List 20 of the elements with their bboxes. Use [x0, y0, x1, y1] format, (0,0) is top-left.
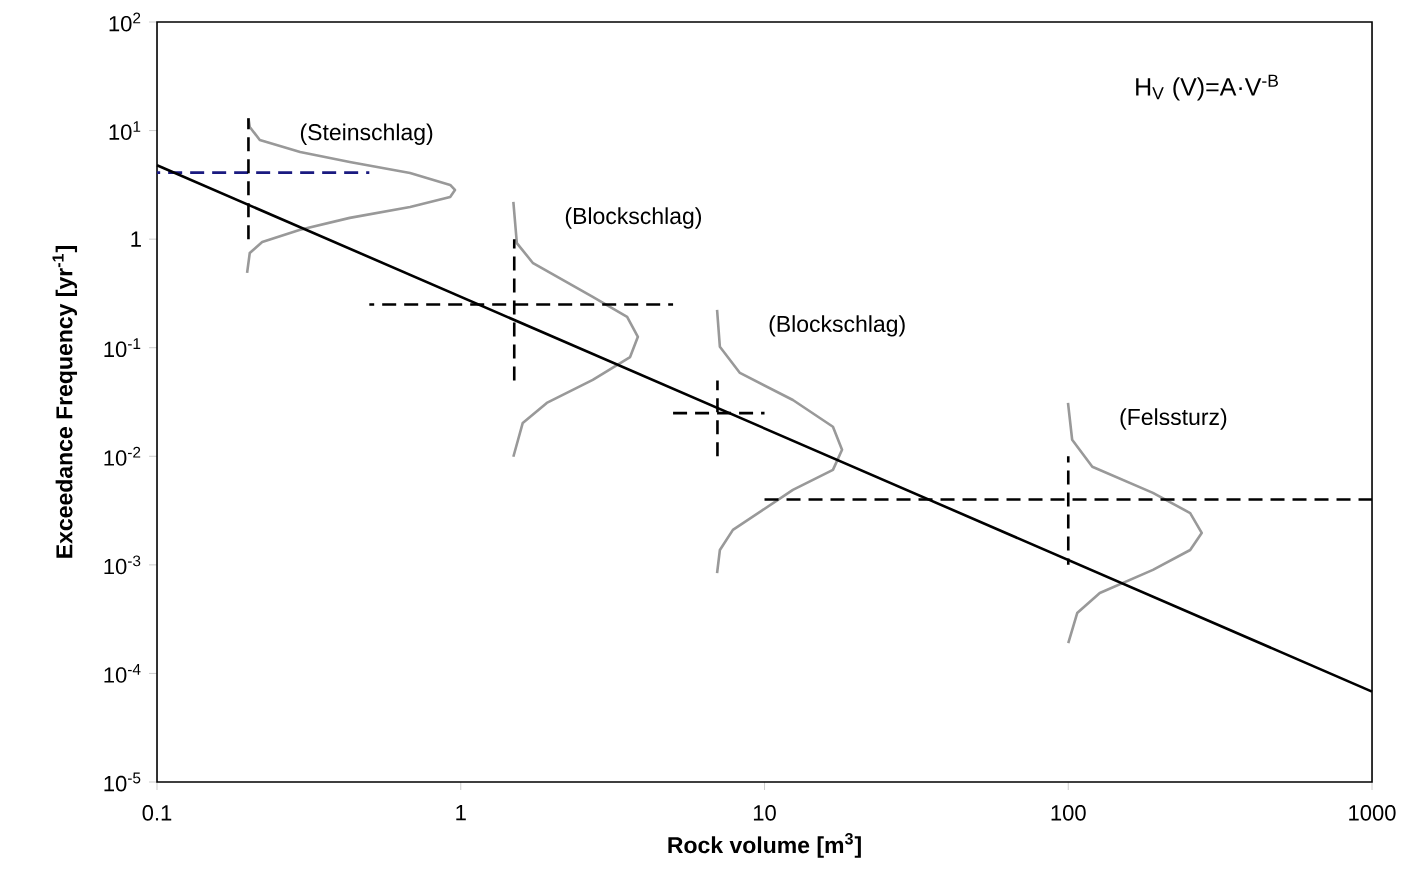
annotation: H$_{V}$ (V)=A·V$^{-B}$: [1136, 74, 1278, 101]
series-label: (Blockschlag): [769, 315, 905, 337]
y-tick-label: 1: [131, 231, 141, 247]
x-axis-title: Rock volume [m$^{3}$]: [668, 833, 861, 858]
text: (Blockschlag): [565, 207, 702, 229]
y-axis-title: Exceedance Frequency [yr$^{-1}$]: [52, 246, 78, 558]
series-label: (Steinschlag): [300, 123, 433, 145]
x-tick-label: 10: [753, 805, 776, 821]
y-tick-label: 10$^{2}$: [109, 12, 141, 32]
y-tick-label: 10$^{1}$: [109, 121, 141, 140]
y-tick-label: 10$^{-3}$: [104, 555, 141, 575]
x-tick-label: 100: [1051, 805, 1086, 821]
x-tick-label: 1000: [1349, 805, 1396, 821]
y-tick-label: 10$^{-5}$: [104, 772, 141, 792]
y-tick-label: 10$^{-1}$: [104, 338, 141, 358]
x-tick-label: 1: [456, 805, 466, 821]
y-tick-label: 10$^{-2}$: [104, 446, 141, 466]
x-tick-label: 0.1: [142, 805, 172, 821]
y-tick-label: 10$^{-4}$: [104, 664, 141, 683]
series-label: (Felssturz): [1120, 408, 1227, 430]
